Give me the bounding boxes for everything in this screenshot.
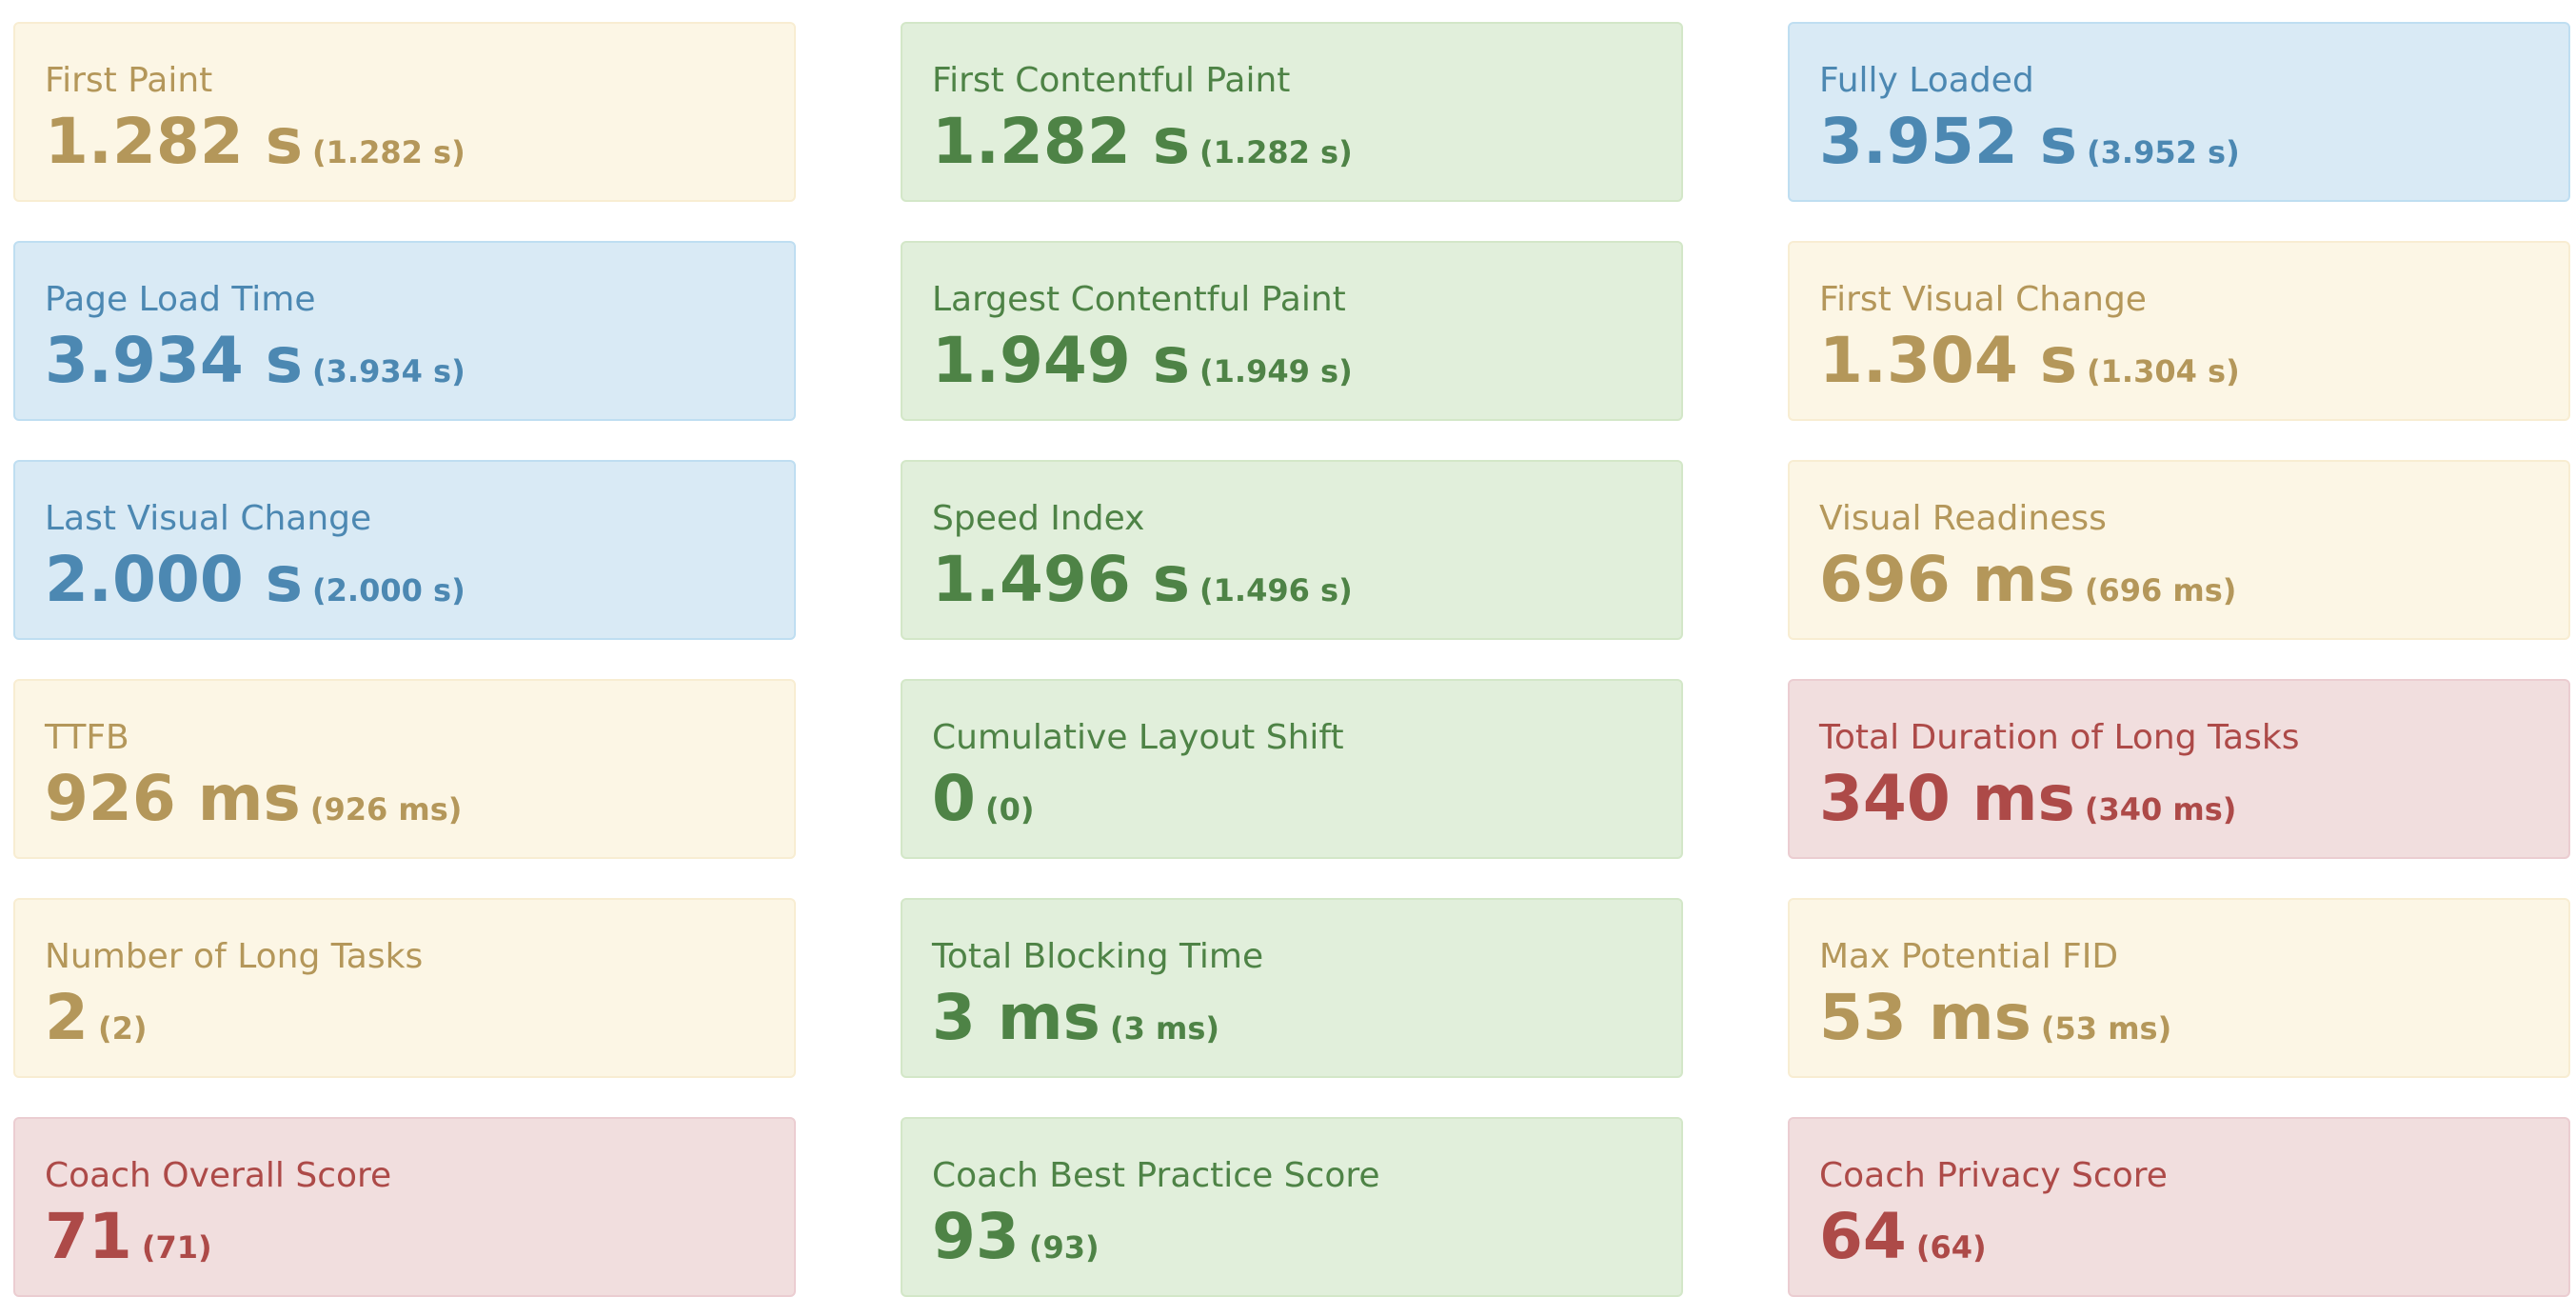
metric-label: Coach Overall Score xyxy=(45,1156,392,1195)
metric-label: Max Potential FID xyxy=(1819,937,2119,976)
metric-card-cumulative-layout-shift: Cumulative Layout Shift 0 (0) xyxy=(901,679,1683,859)
metric-median: (1.304 s) xyxy=(2087,353,2240,389)
metric-card-coach-best-practice-score: Coach Best Practice Score 93 (93) xyxy=(901,1117,1683,1297)
metric-median: (696 ms) xyxy=(2084,572,2237,609)
metric-card-speed-index: Speed Index 1.496 s (1.496 s) xyxy=(901,460,1683,640)
metric-card-fully-loaded: Fully Loaded 3.952 s (3.952 s) xyxy=(1788,22,2570,202)
metric-median: (71) xyxy=(141,1229,212,1266)
metric-label: First Paint xyxy=(45,61,213,100)
metric-value: 53 ms xyxy=(1819,981,2031,1054)
metric-label: Cumulative Layout Shift xyxy=(932,718,1344,757)
metric-value: 1.496 s xyxy=(932,543,1191,616)
metric-median: (1.949 s) xyxy=(1199,353,1353,389)
metric-value: 64 xyxy=(1819,1200,1907,1273)
metric-card-ttfb: TTFB 926 ms (926 ms) xyxy=(13,679,796,859)
metric-value: 1.282 s xyxy=(45,105,304,178)
metric-median: (2.000 s) xyxy=(312,572,466,609)
metric-card-first-visual-change: First Visual Change 1.304 s (1.304 s) xyxy=(1788,241,2570,421)
metric-median: (0) xyxy=(984,791,1035,828)
metric-value: 696 ms xyxy=(1819,543,2075,616)
metric-card-largest-contentful-paint: Largest Contentful Paint 1.949 s (1.949 s… xyxy=(901,241,1683,421)
metric-median: (3.952 s) xyxy=(2087,134,2240,170)
metric-label: First Visual Change xyxy=(1819,280,2147,319)
metric-card-page-load-time: Page Load Time 3.934 s (3.934 s) xyxy=(13,241,796,421)
metric-value: 1.304 s xyxy=(1819,324,2078,397)
metric-median: (1.282 s) xyxy=(1199,134,1353,170)
metric-label: Number of Long Tasks xyxy=(45,937,424,976)
metric-value: 2.000 s xyxy=(45,543,304,616)
metric-median: (93) xyxy=(1028,1229,1100,1266)
metric-card-max-potential-fid: Max Potential FID 53 ms (53 ms) xyxy=(1788,898,2570,1078)
metric-card-last-visual-change: Last Visual Change 2.000 s (2.000 s) xyxy=(13,460,796,640)
metric-card-visual-readiness: Visual Readiness 696 ms (696 ms) xyxy=(1788,460,2570,640)
metric-value: 71 xyxy=(45,1200,132,1273)
metrics-grid: First Paint 1.282 s (1.282 s) First Conte… xyxy=(13,22,2574,1297)
metric-value: 1.949 s xyxy=(932,324,1191,397)
metric-median: (3.934 s) xyxy=(312,353,466,389)
metric-label: Fully Loaded xyxy=(1819,61,2034,100)
metric-median: (64) xyxy=(1915,1229,1987,1266)
metric-median: (2) xyxy=(97,1010,148,1047)
metric-label: Total Blocking Time xyxy=(932,937,1264,976)
metric-median: (1.496 s) xyxy=(1199,572,1353,609)
metric-value: 1.282 s xyxy=(932,105,1191,178)
metric-value: 3.952 s xyxy=(1819,105,2078,178)
metric-card-number-of-long-tasks: Number of Long Tasks 2 (2) xyxy=(13,898,796,1078)
metric-label: Visual Readiness xyxy=(1819,499,2107,538)
metric-card-total-duration-long-tasks: Total Duration of Long Tasks 340 ms (340 … xyxy=(1788,679,2570,859)
metric-label: Coach Privacy Score xyxy=(1819,1156,2168,1195)
metric-value: 93 xyxy=(932,1200,1020,1273)
metric-label: TTFB xyxy=(45,718,129,757)
metric-label: Last Visual Change xyxy=(45,499,372,538)
metric-value: 2 xyxy=(45,981,89,1054)
metric-median: (340 ms) xyxy=(2084,791,2237,828)
metric-value: 0 xyxy=(932,762,976,835)
metric-value: 340 ms xyxy=(1819,762,2075,835)
metric-label: First Contentful Paint xyxy=(932,61,1291,100)
metric-label: Page Load Time xyxy=(45,280,316,319)
metric-card-total-blocking-time: Total Blocking Time 3 ms (3 ms) xyxy=(901,898,1683,1078)
metric-value: 926 ms xyxy=(45,762,301,835)
metric-card-first-contentful-paint: First Contentful Paint 1.282 s (1.282 s) xyxy=(901,22,1683,202)
metric-label: Speed Index xyxy=(932,499,1145,538)
metric-median: (3 ms) xyxy=(1109,1010,1220,1047)
metric-value: 3.934 s xyxy=(45,324,304,397)
metric-median: (1.282 s) xyxy=(312,134,466,170)
metric-label: Total Duration of Long Tasks xyxy=(1819,718,2300,757)
metric-median: (53 ms) xyxy=(2040,1010,2172,1047)
metric-card-first-paint: First Paint 1.282 s (1.282 s) xyxy=(13,22,796,202)
metric-label: Largest Contentful Paint xyxy=(932,280,1346,319)
metric-card-coach-overall-score: Coach Overall Score 71 (71) xyxy=(13,1117,796,1297)
metric-median: (926 ms) xyxy=(309,791,463,828)
metric-label: Coach Best Practice Score xyxy=(932,1156,1380,1195)
metric-value: 3 ms xyxy=(932,981,1100,1054)
metric-card-coach-privacy-score: Coach Privacy Score 64 (64) xyxy=(1788,1117,2570,1297)
